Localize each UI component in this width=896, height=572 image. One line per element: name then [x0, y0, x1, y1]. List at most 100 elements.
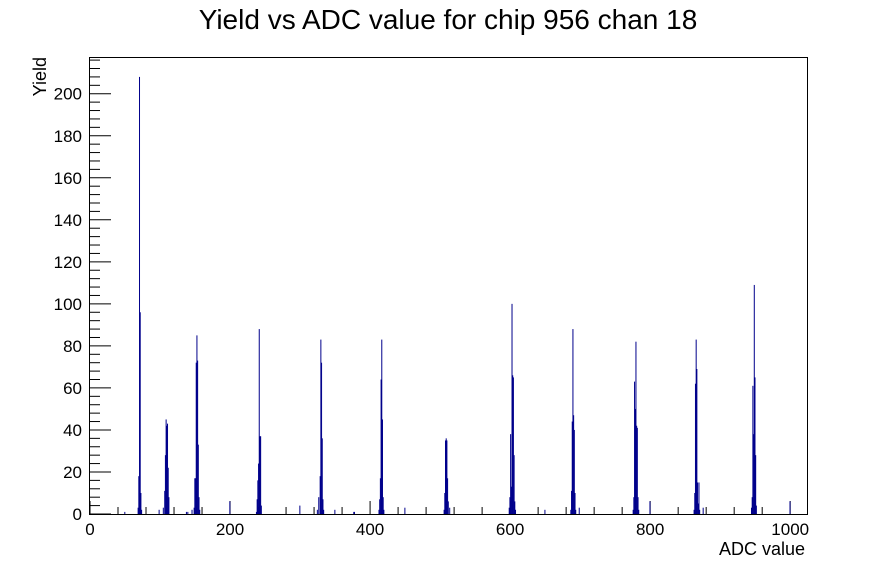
histogram-bin [510, 486, 512, 514]
histogram-bin [637, 497, 639, 514]
histogram-bin [379, 478, 381, 514]
histogram-bin [573, 415, 575, 514]
histogram-bin [256, 499, 258, 514]
histogram-bin [379, 499, 381, 514]
histogram-bin [320, 339, 322, 514]
histogram-bin [199, 509, 201, 514]
histogram-bin [755, 505, 757, 514]
y-tick-label: 200 [54, 85, 82, 104]
histogram-bin [185, 511, 187, 514]
histogram-bin [378, 509, 380, 514]
histogram-bin [229, 501, 231, 514]
histogram-bin [513, 455, 515, 514]
histogram-bin [754, 377, 756, 514]
histogram-bin [633, 497, 635, 514]
histogram-bin [383, 509, 385, 514]
histogram-bin [322, 499, 324, 514]
histogram-bin [195, 478, 197, 514]
histogram-bin [578, 507, 580, 514]
histogram-bin [139, 312, 141, 514]
histogram-bin [316, 509, 318, 514]
histogram-bin [515, 509, 517, 514]
histogram-bin [140, 492, 142, 514]
histogram-bin [512, 377, 514, 514]
histogram-bin [165, 419, 167, 514]
x-tick-label: 400 [356, 520, 384, 539]
histogram-bin [198, 497, 200, 514]
histogram-bin [443, 509, 445, 514]
histogram-bin [509, 497, 511, 514]
histogram-bin [444, 440, 446, 514]
histogram-bin [514, 501, 516, 514]
y-tick-label: 180 [54, 127, 82, 146]
histogram-bin [319, 476, 321, 514]
histogram-bin [696, 369, 698, 514]
histogram-bin [693, 509, 695, 514]
histogram-bin [164, 455, 166, 514]
histogram-bin [699, 509, 701, 514]
histogram-bin [447, 501, 449, 514]
histogram-bin [353, 511, 355, 514]
histogram-bin [194, 478, 196, 514]
y-tick-label: 0 [73, 505, 82, 524]
histogram-bin [571, 490, 573, 514]
histogram-bin [512, 375, 514, 514]
x-tick-label: 600 [496, 520, 524, 539]
histogram-bin [164, 490, 166, 514]
histogram-bin [124, 511, 126, 514]
histogram-bin [404, 507, 406, 514]
histogram-bin [381, 419, 383, 514]
plot-frame [89, 57, 808, 515]
histogram-bin [694, 383, 696, 514]
histogram-bin [193, 507, 195, 514]
histogram-bin [167, 423, 169, 514]
histogram-bin [447, 478, 449, 514]
histogram-bin [638, 509, 640, 514]
histogram-bin [755, 455, 757, 514]
y-tick-label: 40 [63, 421, 82, 440]
histogram-bin [636, 427, 638, 514]
histogram-bin [445, 438, 447, 514]
histogram-bin [751, 497, 753, 514]
histogram-bin [789, 501, 791, 514]
y-axis-ticks: 0 20 40 60 80 100 120 140 160 180 200 [54, 59, 111, 524]
histogram-bin [141, 509, 143, 514]
x-axis-ticks: 0 200 400 600 800 1000 [85, 501, 809, 539]
y-tick-label: 140 [54, 211, 82, 230]
y-tick-label: 80 [63, 337, 82, 356]
x-tick-label: 200 [216, 520, 244, 539]
histogram-bin [187, 511, 189, 514]
histogram-bin [444, 492, 446, 514]
histogram-bin [158, 509, 160, 514]
histogram-bin [694, 492, 696, 514]
y-tick-label: 100 [54, 295, 82, 314]
chart-title: Yield vs ADC value for chip 956 chan 18 [199, 4, 698, 35]
histogram-bin [511, 303, 513, 514]
histogram-bin [695, 339, 697, 514]
histogram-bin [196, 335, 198, 514]
histogram-bin [318, 497, 320, 514]
histogram-bin [382, 497, 384, 514]
histogram-bin [334, 509, 336, 514]
histogram-bin [649, 501, 651, 514]
histogram-bin [299, 505, 301, 514]
histogram-bin [321, 362, 323, 514]
histogram-bin [321, 438, 323, 514]
histogram-bin [446, 440, 448, 514]
histogram-bin [162, 507, 164, 514]
histogram-bin [138, 476, 140, 514]
histogram-bin [635, 341, 637, 514]
histogram-bin [168, 497, 170, 514]
histogram-bin [698, 482, 700, 514]
histogram-bin [258, 463, 260, 514]
histogram-bin [259, 436, 261, 514]
x-tick-label: 1000 [771, 520, 809, 539]
histogram-bin [139, 76, 141, 514]
histogram-bins [124, 76, 791, 514]
histogram-bin [353, 511, 355, 514]
y-tick-label: 160 [54, 169, 82, 188]
histogram-bin [381, 339, 383, 514]
y-tick-label: 120 [54, 253, 82, 272]
